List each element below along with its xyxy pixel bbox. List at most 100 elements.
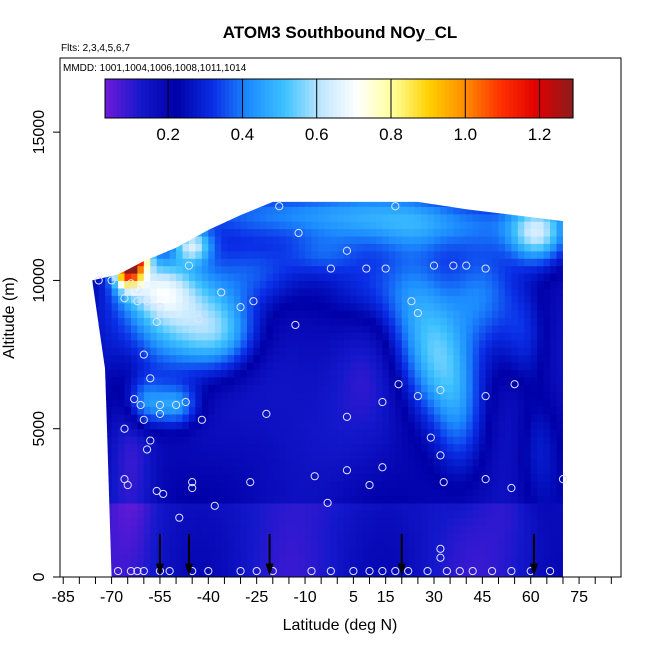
heatmap-cell [156, 258, 164, 267]
heatmap-cell [395, 510, 403, 519]
heatmap-cell [446, 302, 454, 311]
heatmap-cell [195, 547, 203, 556]
heatmap-cell [266, 280, 274, 289]
heatmap-cell [150, 480, 158, 489]
heatmap-cell [537, 517, 545, 526]
heatmap-cell [556, 361, 563, 370]
heatmap-cell [214, 265, 222, 274]
colorbar-segment [489, 79, 494, 118]
heatmap-cell [530, 517, 538, 526]
heatmap-cell [517, 480, 525, 489]
heatmap-cell [143, 547, 151, 556]
heatmap-cell [375, 502, 384, 511]
observation-marker [197, 415, 206, 424]
heatmap-cell [285, 287, 293, 296]
heatmap-cell [208, 310, 216, 319]
heatmap-cell [234, 465, 242, 474]
heatmap-cell [472, 413, 480, 422]
heatmap-cell [234, 517, 242, 526]
heatmap-cell [369, 465, 377, 474]
heatmap-cell [479, 273, 487, 282]
heatmap-cell [305, 480, 313, 489]
colorbar-tick-label: 0.6 [305, 125, 329, 144]
heatmap-cell [459, 480, 467, 489]
heatmap-cell [543, 235, 551, 244]
heatmap-cell [259, 384, 267, 393]
heatmap-cell [504, 547, 512, 556]
heatmap-cell [311, 510, 319, 519]
heatmap-cell [292, 510, 300, 519]
heatmap-cell [118, 502, 126, 511]
heatmap-cell [227, 280, 235, 289]
heatmap-cell [369, 436, 377, 445]
heatmap-cell [163, 273, 171, 282]
heatmap-cell [343, 443, 351, 452]
heatmap-cell [556, 339, 563, 348]
heatmap-cell [247, 547, 255, 556]
heatmap-cell [408, 539, 416, 548]
heatmap-cell [311, 265, 319, 274]
heatmap-cell [221, 532, 229, 541]
heatmap-cell [459, 450, 467, 459]
heatmap-cell [111, 361, 119, 370]
heatmap-cell [279, 480, 287, 489]
observation-marker [326, 264, 335, 273]
heatmap-cell [453, 213, 461, 222]
heatmap-cell [247, 465, 255, 474]
heatmap-cell [317, 384, 325, 393]
heatmap-cell [124, 406, 132, 415]
heatmap-cell [208, 302, 216, 311]
heatmap-cell [266, 324, 274, 333]
heatmap-cell [492, 495, 500, 504]
heatmap-cell [137, 473, 145, 482]
observation-marker [120, 294, 129, 303]
heatmap-cell [343, 428, 351, 437]
heatmap-cell [363, 332, 371, 341]
colorbar-segment [465, 79, 470, 118]
heatmap-cell [421, 228, 429, 237]
heatmap-cell [543, 384, 551, 393]
observation-marker [381, 264, 390, 273]
heatmap-cell [511, 517, 519, 526]
heatmap-cell [143, 302, 151, 311]
heatmap-cell [550, 273, 558, 282]
heatmap-cell [446, 235, 454, 244]
heatmap-cell [556, 428, 563, 437]
heatmap-cell [305, 562, 313, 571]
heatmap-cell [427, 488, 435, 497]
heatmap-cell [537, 554, 545, 563]
heatmap-cell [388, 213, 396, 222]
heatmap-cell [188, 250, 197, 259]
heatmap-cell [414, 554, 422, 563]
heatmap-cell [143, 443, 151, 452]
heatmap-cell [272, 243, 280, 252]
heatmap-cell [272, 554, 280, 563]
heatmap-cell [414, 243, 422, 252]
heatmap-cell [163, 562, 171, 571]
heatmap-cell [163, 361, 171, 370]
heatmap-cell [504, 258, 512, 267]
heatmap-cell [176, 347, 184, 356]
heatmap-cell [492, 384, 500, 393]
heatmap-cell [298, 273, 306, 282]
heatmap-cell [401, 384, 409, 393]
heatmap-cell [453, 228, 461, 237]
heatmap-cell [305, 354, 313, 363]
heatmap-cell [498, 361, 506, 370]
heatmap-cell [292, 525, 300, 534]
heatmap-cell [472, 421, 480, 430]
heatmap-cell [504, 310, 512, 319]
heatmap-cell [169, 569, 177, 577]
heatmap-cell [459, 413, 467, 422]
heatmap-cell [434, 347, 442, 356]
heatmap-cell [259, 473, 267, 482]
heatmap-cell [182, 517, 190, 526]
heatmap-cell [208, 235, 216, 244]
heatmap-cell [479, 243, 487, 252]
heatmap-cell [440, 258, 448, 267]
heatmap-cell [421, 547, 429, 556]
x-tick-label: -25 [245, 589, 268, 606]
heatmap-cell [511, 228, 519, 237]
heatmap-cell [214, 324, 222, 333]
heatmap-cell [188, 354, 197, 363]
